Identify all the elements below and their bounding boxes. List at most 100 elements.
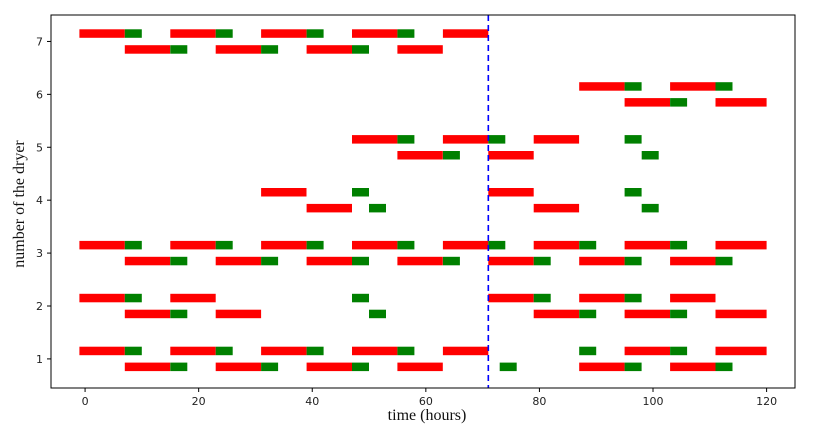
- bar-drying-dryer-2-70: [79, 293, 125, 303]
- bar-unloading-dryer-3-42: [124, 240, 142, 250]
- bar-unloading-dryer-3-61: [352, 256, 369, 266]
- bar-unloading-dryer-3-52: [579, 240, 597, 250]
- bar-drying-dryer-5-31: [488, 151, 534, 160]
- bar-unloading-dryer-1-91: [215, 346, 233, 356]
- bar-drying-dryer-4-37: [306, 203, 352, 213]
- bar-drying-dryer-5-23: [352, 135, 398, 144]
- y-tick-label-4: 4: [36, 194, 43, 207]
- bar-drying-dryer-5-29: [397, 151, 443, 160]
- bar-drying-dryer-3-47: [352, 240, 398, 250]
- bar-drying-dryer-3-68: [670, 256, 716, 266]
- x-tick-label-0: 0: [82, 395, 89, 408]
- bar-unloading-dryer-7-5: [306, 29, 324, 38]
- y-tick-label-2: 2: [36, 300, 43, 313]
- bar-unloading-dryer-1-108: [499, 362, 517, 372]
- bar-drying-dryer-2-85: [624, 309, 670, 319]
- bar-unloading-dryer-3-46: [306, 240, 324, 250]
- bar-unloading-dryer-3-63: [442, 256, 460, 266]
- bar-unloading-dryer-2-86: [670, 309, 688, 319]
- bar-drying-dryer-7-13: [306, 45, 352, 54]
- bar-drying-dryer-3-55: [715, 240, 767, 250]
- bar-unloading-dryer-2-71: [124, 293, 142, 303]
- bar-drying-dryer-2-79: [124, 309, 171, 319]
- bar-drying-dryer-3-49: [442, 240, 489, 250]
- bar-drying-dryer-1-109: [579, 362, 625, 372]
- bar-unloading-dryer-4-34: [352, 188, 369, 197]
- bar-drying-dryer-2-74: [488, 293, 534, 303]
- x-tick-label-120: 120: [756, 395, 777, 408]
- bar-unloading-dryer-1-112: [715, 362, 733, 372]
- bar-drying-dryer-1-100: [715, 346, 767, 356]
- y-axis-title: number of the dryer: [11, 140, 28, 268]
- bar-drying-dryer-1-94: [352, 346, 398, 356]
- bar-drying-dryer-5-27: [533, 135, 580, 144]
- bar-unloading-dryer-1-99: [670, 346, 688, 356]
- bar-unloading-dryer-1-106: [352, 362, 369, 372]
- bar-drying-dryer-1-107: [397, 362, 443, 372]
- bar-drying-dryer-1-90: [170, 346, 216, 356]
- bars-layer: [79, 29, 767, 372]
- bar-drying-dryer-3-58: [215, 256, 262, 266]
- bar-unloading-dryer-3-50: [488, 240, 506, 250]
- x-tick-label-20: 20: [192, 395, 206, 408]
- bar-unloading-dryer-2-73: [352, 293, 369, 303]
- y-tick-label-6: 6: [36, 88, 43, 101]
- bar-drying-dryer-7-11: [215, 45, 262, 54]
- bar-unloading-dryer-7-12: [261, 45, 279, 54]
- bar-drying-dryer-1-92: [261, 346, 307, 356]
- bar-drying-dryer-6-16: [579, 82, 625, 91]
- bar-drying-dryer-3-56: [124, 256, 171, 266]
- x-axis-title: time (hours): [388, 407, 467, 424]
- bar-unloading-dryer-3-44: [215, 240, 233, 250]
- bar-unloading-dryer-3-67: [624, 256, 642, 266]
- bar-drying-dryer-7-15: [397, 45, 443, 54]
- bar-unloading-dryer-5-24: [397, 135, 415, 144]
- bar-drying-dryer-1-101: [124, 362, 171, 372]
- bar-drying-dryer-6-22: [715, 98, 767, 107]
- plot-frame: [50, 14, 796, 389]
- bar-unloading-dryer-7-10: [170, 45, 188, 54]
- bar-drying-dryer-7-8: [442, 29, 489, 38]
- bar-drying-dryer-2-72: [170, 293, 216, 303]
- bar-drying-dryer-2-81: [215, 309, 262, 319]
- bar-drying-dryer-6-18: [670, 82, 716, 91]
- bar-unloading-dryer-4-38: [369, 203, 386, 213]
- y-tick-label-1: 1: [36, 353, 43, 366]
- bar-unloading-dryer-1-110: [624, 362, 642, 372]
- bar-drying-dryer-3-45: [261, 240, 307, 250]
- x-tick-label-100: 100: [643, 395, 664, 408]
- bar-unloading-dryer-5-32: [641, 151, 659, 160]
- bar-unloading-dryer-1-89: [124, 346, 142, 356]
- bar-drying-dryer-5-25: [442, 135, 489, 144]
- bar-unloading-dryer-3-48: [397, 240, 415, 250]
- y-tick-label-3: 3: [36, 247, 43, 260]
- bar-drying-dryer-4-35: [488, 188, 534, 197]
- bar-drying-dryer-2-83: [533, 309, 580, 319]
- bar-drying-dryer-1-88: [79, 346, 125, 356]
- y-axis-ticks: 1 2 3 4 5 6 7: [36, 35, 51, 366]
- bar-drying-dryer-7-6: [352, 29, 398, 38]
- x-axis-ticks: 0 20 40 60 80 100 120: [82, 388, 777, 408]
- bar-drying-dryer-3-66: [579, 256, 625, 266]
- bar-drying-dryer-6-20: [624, 98, 670, 107]
- bar-unloading-dryer-1-93: [306, 346, 324, 356]
- y-tick-label-5: 5: [36, 141, 43, 154]
- bar-unloading-dryer-5-26: [488, 135, 506, 144]
- bar-unloading-dryer-2-80: [170, 309, 188, 319]
- bar-unloading-dryer-6-19: [715, 82, 733, 91]
- bar-drying-dryer-7-2: [170, 29, 216, 38]
- bar-unloading-dryer-3-57: [170, 256, 188, 266]
- bar-drying-dryer-7-9: [124, 45, 171, 54]
- bar-unloading-dryer-1-97: [579, 346, 597, 356]
- x-tick-label-40: 40: [305, 395, 319, 408]
- bar-unloading-dryer-4-40: [641, 203, 659, 213]
- bar-drying-dryer-3-60: [306, 256, 352, 266]
- bar-unloading-dryer-4-36: [624, 188, 642, 197]
- bar-drying-dryer-1-105: [306, 362, 352, 372]
- bar-drying-dryer-4-39: [533, 203, 580, 213]
- bar-drying-dryer-3-62: [397, 256, 443, 266]
- bar-unloading-dryer-2-75: [533, 293, 551, 303]
- bar-unloading-dryer-7-14: [352, 45, 369, 54]
- bar-drying-dryer-7-0: [79, 29, 125, 38]
- bar-unloading-dryer-3-54: [670, 240, 688, 250]
